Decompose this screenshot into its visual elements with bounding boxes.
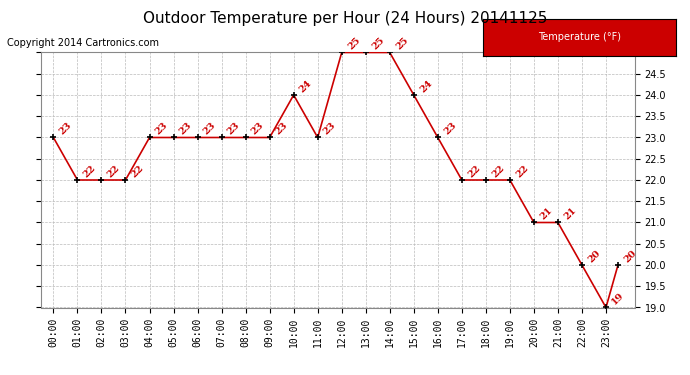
Text: 21: 21 (538, 206, 554, 222)
Text: 24: 24 (298, 78, 314, 94)
Text: 20: 20 (586, 248, 602, 264)
Text: 23: 23 (442, 121, 458, 137)
Text: 22: 22 (490, 163, 506, 179)
Text: 21: 21 (562, 206, 578, 222)
Text: 23: 23 (226, 121, 241, 137)
Text: Copyright 2014 Cartronics.com: Copyright 2014 Cartronics.com (7, 38, 159, 48)
Text: 23: 23 (154, 121, 170, 137)
Text: 22: 22 (466, 163, 482, 179)
Text: 23: 23 (322, 121, 338, 137)
Text: 19: 19 (610, 291, 626, 307)
Text: 22: 22 (514, 163, 530, 179)
Text: 20: 20 (622, 248, 638, 264)
Text: 22: 22 (130, 163, 146, 179)
Text: 22: 22 (81, 163, 97, 179)
Text: 25: 25 (394, 36, 410, 52)
Text: 23: 23 (274, 121, 290, 137)
Text: Outdoor Temperature per Hour (24 Hours) 20141125: Outdoor Temperature per Hour (24 Hours) … (143, 11, 547, 26)
Text: 23: 23 (57, 121, 74, 137)
Text: 25: 25 (370, 36, 386, 52)
Text: 23: 23 (250, 121, 266, 137)
Text: 24: 24 (418, 78, 434, 94)
Text: 25: 25 (346, 36, 362, 52)
Text: Temperature (°F): Temperature (°F) (538, 33, 621, 42)
Text: 23: 23 (201, 121, 217, 137)
Text: 23: 23 (178, 121, 194, 137)
Text: 22: 22 (106, 163, 121, 179)
